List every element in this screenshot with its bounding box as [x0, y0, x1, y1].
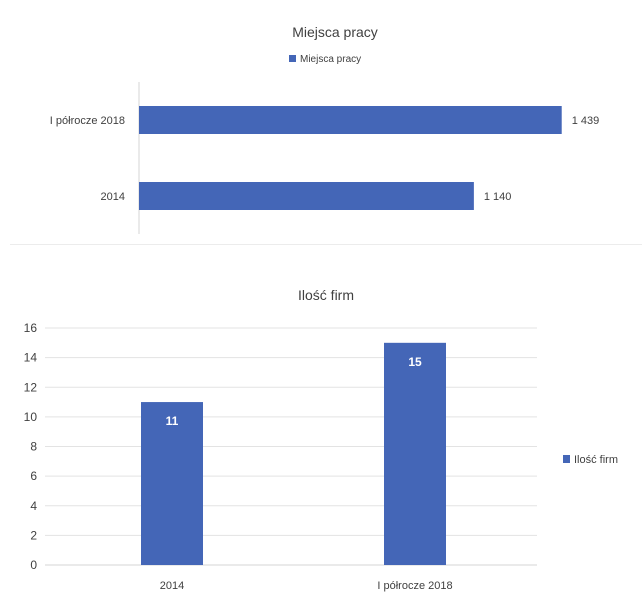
chart-title: Miejsca pracy	[292, 24, 378, 40]
legend: Miejsca pracy	[289, 54, 361, 65]
category-label: 2014	[101, 191, 125, 203]
x-tick-label: 2014	[160, 580, 184, 592]
chart-ilosc-firm: Ilość firm 0 2 4 6 8 10 12 14 16 11 15 2014 I półr…	[0, 268, 642, 600]
legend-label: Ilość firm	[574, 454, 618, 466]
y-tick-label: 10	[24, 410, 38, 424]
x-tick-label: I półrocze 2018	[377, 580, 452, 592]
data-label: 1 140	[484, 191, 512, 203]
bars	[141, 342, 446, 565]
bar	[384, 342, 446, 565]
data-label: 11	[166, 414, 179, 428]
y-tick-label: 0	[30, 558, 37, 572]
data-label: 1 439	[572, 115, 600, 127]
y-tick-label: 2	[30, 528, 37, 542]
bar	[139, 182, 474, 210]
divider	[10, 244, 642, 245]
chart-title: Ilość firm	[298, 287, 354, 303]
y-tick-label: 12	[24, 380, 38, 394]
data-labels: 11 15	[166, 355, 422, 428]
y-tick-label: 16	[24, 321, 38, 335]
legend: Ilość firm	[563, 454, 618, 466]
bars	[139, 106, 562, 210]
legend-swatch	[289, 55, 296, 62]
chart-ilosc-firm-svg: Ilość firm 0 2 4 6 8 10 12 14 16 11 15 2014 I półr…	[24, 287, 618, 592]
data-label: 15	[408, 355, 422, 369]
bar	[139, 106, 562, 134]
x-tick-labels: 2014 I półrocze 2018	[160, 580, 453, 592]
y-tick-label: 14	[24, 351, 38, 365]
category-labels: I półrocze 2018 2014	[50, 115, 125, 203]
legend-label: Miejsca pracy	[300, 54, 361, 65]
y-tick-label: 8	[30, 440, 37, 454]
gridlines	[45, 327, 537, 566]
bar	[141, 402, 203, 565]
y-tick-label: 4	[30, 499, 37, 513]
y-tick-label: 6	[30, 469, 37, 483]
category-label: I półrocze 2018	[50, 115, 125, 127]
y-tick-labels: 0 2 4 6 8 10 12 14 16	[24, 321, 38, 572]
legend-swatch	[563, 455, 570, 463]
chart-miejsca-pracy-svg: Miejsca pracy Miejsca pracy I półrocze 2…	[50, 24, 599, 234]
data-labels: 1 439 1 140	[484, 115, 599, 203]
chart-miejsca-pracy: Miejsca pracy Miejsca pracy I półrocze 2…	[0, 0, 642, 250]
